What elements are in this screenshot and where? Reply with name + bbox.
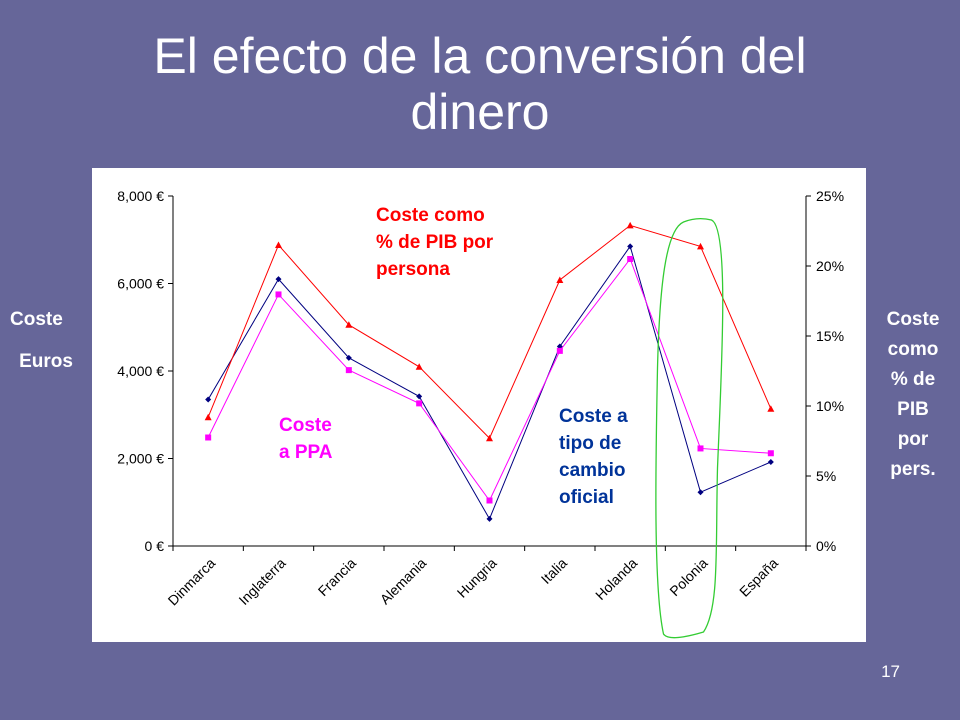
slide-title-line-2: dinero: [410, 84, 550, 140]
data-point-triangle: [415, 363, 423, 370]
annotation-tipo-cambio: Coste a: [559, 406, 628, 427]
annotation-ppa: Coste: [279, 415, 332, 436]
data-point-triangle: [697, 242, 704, 250]
right-axis-label-line: PIB: [897, 399, 929, 420]
data-point-square: [486, 497, 493, 504]
annotation-pib: persona: [376, 259, 450, 280]
data-point-diamond: [627, 243, 634, 250]
data-point-diamond: [345, 354, 352, 361]
x-axis-category-label: Hungria: [454, 555, 500, 601]
data-point-square: [697, 445, 704, 452]
data-point-square: [556, 347, 563, 354]
page-number: 17: [881, 662, 900, 681]
data-point-triangle: [626, 221, 634, 229]
slide-title: El efecto de la conversión del dinero: [60, 28, 900, 140]
left-axis-label-line-2: Euros: [19, 351, 73, 372]
data-point-diamond: [205, 396, 212, 403]
left-axis-label-line-1: Coste: [10, 309, 63, 330]
left-axis-label: Coste Euros: [0, 305, 92, 377]
data-point-triangle: [204, 413, 212, 421]
right-axis-label-line: como: [887, 339, 939, 360]
left-axis-tick-label: 0 €: [145, 538, 165, 554]
x-axis-category-label: Holanda: [592, 555, 640, 603]
annotation-tipo-cambio: cambio: [559, 460, 626, 481]
left-axis-tick-label: 6,000 €: [117, 276, 164, 292]
right-axis-label-line: pers.: [890, 459, 936, 480]
data-point-diamond: [486, 515, 493, 522]
annotation-ppa: a PPA: [279, 442, 333, 463]
annotation-tipo-cambio: tipo de: [559, 433, 621, 454]
data-point-square: [345, 367, 352, 374]
annotation-pib: % de PIB por: [376, 232, 494, 253]
data-point-square: [416, 400, 423, 407]
x-axis-category-label: Alemania: [377, 555, 430, 608]
data-point-triangle: [486, 434, 493, 442]
right-axis-tick-label: 10%: [816, 398, 844, 414]
data-point-square: [205, 434, 212, 441]
data-point-square: [627, 256, 634, 262]
data-point-square: [275, 291, 282, 298]
data-point-triangle: [767, 405, 775, 412]
left-axis-tick-label: 4,000 €: [117, 363, 164, 379]
x-axis-category-label: Inglaterra: [235, 555, 288, 608]
x-axis-category-label: Dinmarca: [165, 555, 219, 609]
x-axis-category-label: España: [736, 555, 781, 600]
data-point-triangle: [275, 241, 282, 248]
annotation-tipo-cambio: oficial: [559, 487, 614, 508]
right-axis-label-line: % de: [890, 369, 936, 390]
data-point-diamond: [697, 489, 704, 496]
line-chart: 0 € 2,000 € 4,000 € 6,000 € 8,000 € 0% 5% 10% 15…: [117, 188, 844, 639]
data-point-triangle: [556, 276, 564, 283]
chart-panel: 0 € 2,000 € 4,000 € 6,000 € 8,000 € 0% 5% 10% 15…: [92, 168, 866, 642]
data-point-diamond: [416, 393, 423, 400]
series-line: [207, 245, 772, 521]
right-axis-label-line: Coste: [886, 309, 940, 330]
right-axis-label-line: por: [897, 429, 929, 450]
slide-title-line-1: El efecto de la conversión del: [153, 28, 807, 84]
x-axis-category-label: Francia: [315, 555, 359, 599]
right-axis-tick-label: 0%: [816, 538, 836, 554]
right-axis-tick-label: 5%: [816, 468, 836, 484]
right-axis-label: Coste como % de PIB por pers.: [866, 305, 960, 485]
annotation-pib: Coste como: [376, 205, 485, 226]
data-point-triangle: [345, 321, 353, 328]
data-point-diamond: [767, 459, 774, 465]
right-axis-tick-label: 15%: [816, 328, 844, 344]
x-axis-category-label: Italia: [538, 555, 570, 587]
series-line: [207, 224, 772, 440]
data-point-diamond: [275, 276, 282, 283]
right-axis-tick-label: 25%: [816, 188, 844, 204]
x-axis-category-label: Polonia: [666, 555, 710, 599]
highlight-ellipse: [655, 218, 724, 639]
right-axis-tick-label: 20%: [816, 258, 844, 274]
left-axis-tick-label: 2,000 €: [117, 451, 164, 467]
left-axis-tick-label: 8,000 €: [117, 188, 164, 204]
data-point-square: [767, 450, 774, 457]
